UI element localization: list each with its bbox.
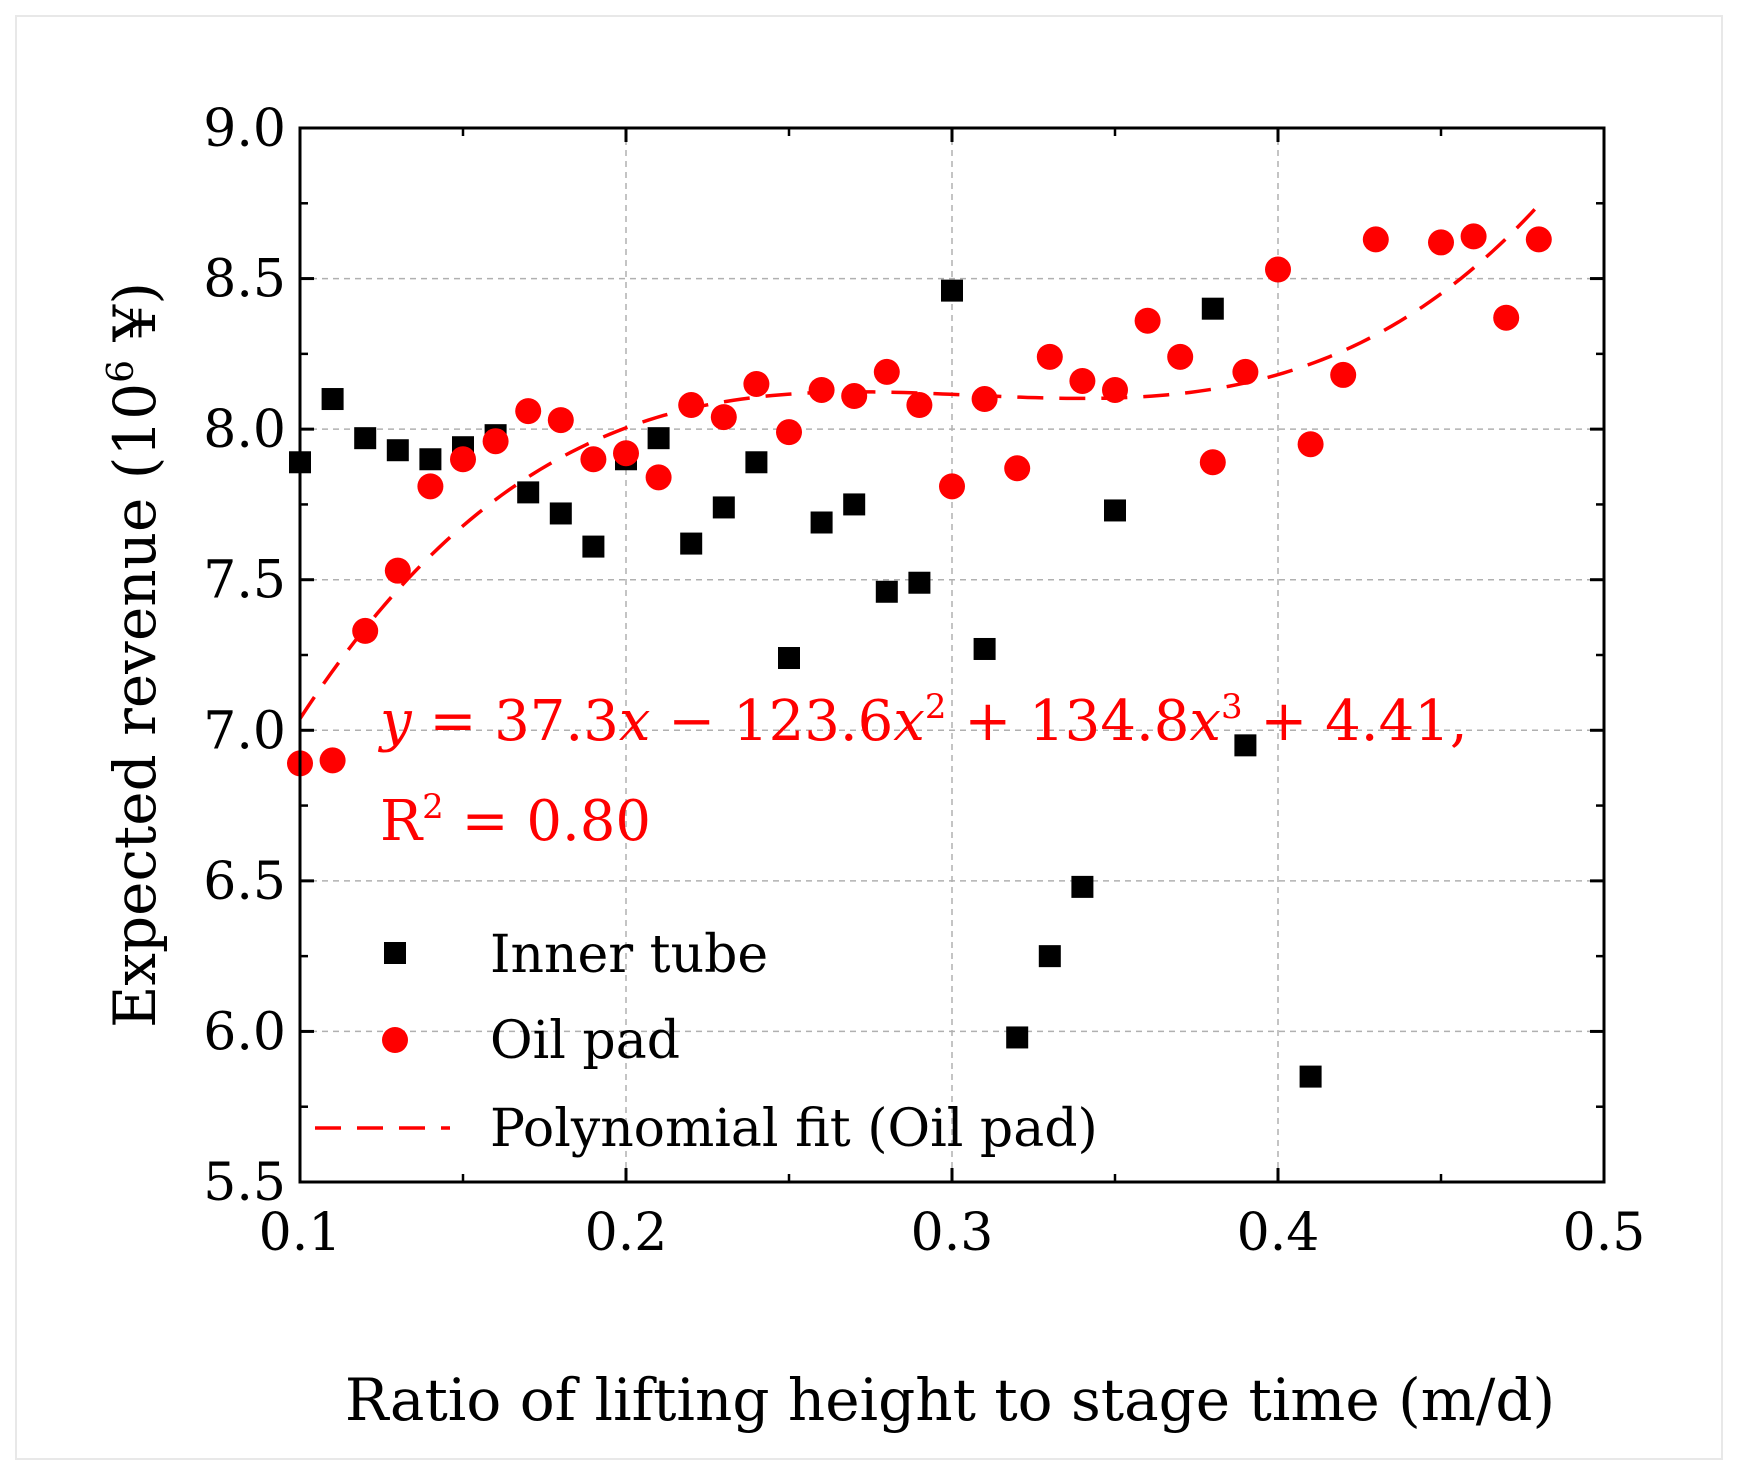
legend-oil-pad-label: Oil pad [490,1011,680,1071]
inner-tube-point [1201,297,1224,320]
oil-pad-point [417,473,444,500]
oil-pad-point [1330,361,1357,388]
oil-pad-point [710,404,737,431]
x-tick-label: 0.3 [911,1203,994,1263]
oil-pad-point [645,464,672,491]
fit-layer [298,203,1541,720]
oil-pad-point [319,747,346,774]
oil-pad-point [580,446,607,473]
oil-pad-point [352,617,379,644]
x-axis-label: Ratio of lifting height to stage time (m… [345,1366,1555,1434]
oil-pad-point [841,383,868,410]
fit-equation: y = 37.3x − 123.6x2 + 134.8x3 + 4.41, [377,687,1468,754]
r-squared-annotation: R2 = 0.80 [380,787,651,854]
legend: Inner tube Oil pad Polynomial fit (Oil p… [315,925,1098,1159]
y-tick-label: 6.5 [203,852,286,912]
inner-tube-point [941,279,963,302]
inner-tube-point [1234,734,1257,757]
inner-tube-point [321,388,344,411]
x-tick-label: 0.1 [259,1203,342,1263]
inner-tube-point [712,496,735,519]
oil-pad-point [678,392,705,419]
polynomial-fit-curve [298,203,1541,720]
inner-tube-point [582,535,605,558]
oil-pad-point [906,392,933,419]
inner-tube-point [973,637,996,660]
x-tick-label: 0.5 [1563,1203,1646,1263]
x-tick-label: 0.2 [585,1203,668,1263]
axis-ticks: 0.1 0.2 0.3 0.4 0.5 5.5 6.0 6.5 7.0 7.5 8.0 8.5 9.0 [203,99,1645,1263]
inner-tube-point [810,511,833,534]
legend-inner-tube-marker [384,942,406,964]
inner-tube-point [908,571,931,594]
oil-pad-point [939,473,965,500]
oil-pad-point [450,446,476,473]
grid-lines [300,128,1604,1182]
oil-pad-point [1069,367,1096,394]
legend-oil-pad-marker [382,1027,408,1053]
inner-tube-point [354,427,377,450]
y-tick-label: 8.0 [203,400,286,460]
inner-tube-point [680,532,703,555]
oil-pad-point [1297,431,1324,458]
oil-pad-point [1199,449,1226,476]
oil-pad-point [1493,304,1520,331]
oil-pad-point [1036,343,1063,370]
oil-pad-point [1102,376,1128,403]
oil-pad-point [482,428,509,455]
oil-pad-point [1265,256,1291,283]
oil-pad-point [873,358,900,385]
inner-tube-point [1104,499,1126,522]
inner-tube-point [517,481,540,504]
y-axis-label: Expected revenue (106 ¥) [101,282,169,1028]
oil-pad-point [1428,229,1454,256]
inner-tube-point [549,502,572,525]
inner-tube-point [1071,875,1094,898]
oil-pad-point [384,557,411,584]
oil-pad-point [547,407,574,434]
legend-inner-tube-label: Inner tube [490,925,768,985]
oil-pad-point [743,370,770,397]
inner-tube-point [745,451,768,474]
y-tick-label: 5.5 [203,1153,286,1213]
oil-pad-point [776,419,802,446]
oil-pad-point [613,440,639,467]
y-tick-label: 7.5 [203,551,286,611]
inner-tube-point [778,647,800,670]
oil-pad-point [1004,455,1031,482]
inner-tube-point [875,580,898,603]
data-points [287,223,1552,1088]
oil-pad-point [1460,223,1487,250]
oil-pad-point [808,376,835,403]
y-tick-label: 8.5 [203,250,286,310]
inner-tube-point [647,427,670,450]
inner-tube-point [386,439,409,462]
oil-pad-point [1167,343,1194,370]
y-tick-label: 9.0 [203,99,286,159]
oil-pad-point [971,386,998,413]
inner-tube-point [1299,1065,1322,1088]
figure-frame [15,15,1723,1460]
oil-pad-point [1362,226,1389,253]
inner-tube-point [1006,1026,1029,1049]
x-tick-label: 0.4 [1237,1203,1320,1263]
oil-pad-point [1525,226,1552,253]
y-tick-label: 7.0 [203,701,286,761]
y-tick-label: 6.0 [203,1002,286,1062]
oil-pad-point [1232,358,1259,385]
legend-fit-label: Polynomial fit (Oil pad) [490,1099,1098,1159]
inner-tube-point [419,448,442,471]
oil-pad-point [515,398,542,425]
inner-tube-point [843,493,866,516]
oil-pad-point [1134,307,1161,334]
inner-tube-point [1038,945,1061,968]
